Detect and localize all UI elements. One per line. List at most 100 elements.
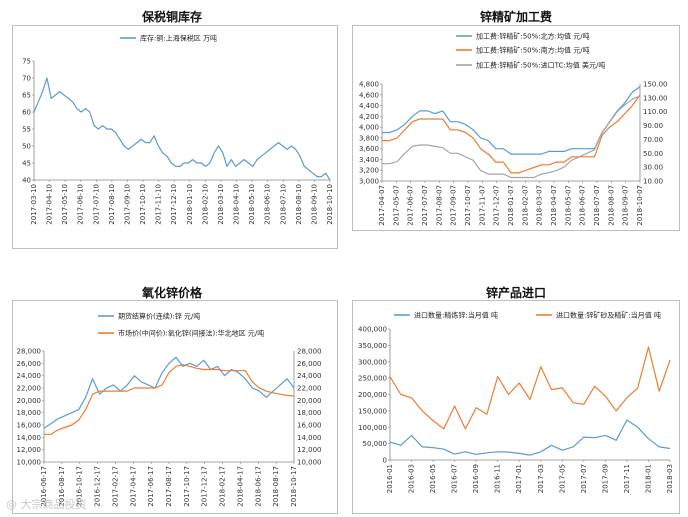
x-tick-label: 2016-05: [429, 464, 437, 493]
x-tick-label: 2018-06-10: [264, 184, 272, 225]
y-tick-label: 4,000: [359, 124, 379, 132]
x-tick-label: 2017-06-17: [147, 466, 155, 507]
x-tick-label: 2018-07-07: [593, 185, 601, 226]
x-tick-label: 2018-08-07: [607, 185, 615, 226]
y-tick-label: 3,200: [359, 167, 379, 175]
y-tick-label: 200,000: [358, 391, 387, 399]
x-tick-label: 2017-06-10: [77, 184, 85, 225]
x-tick-label: 2017-11-07: [478, 185, 486, 226]
chart-title: 氧化锌价格: [141, 286, 202, 300]
x-tick-label: 2018-04-17: [236, 466, 244, 507]
y2-tick-label: 70.00: [643, 136, 663, 144]
x-tick-label: 2018-06-17: [254, 466, 262, 507]
x-tick-label: 2017-11-10: [155, 184, 163, 225]
x-tick-label: 2016-10-17: [76, 466, 84, 507]
y2-tick-label: 110.00: [643, 108, 668, 116]
x-tick-label: 2017-03: [537, 464, 545, 493]
x-tick-label: 2018-10-17: [290, 466, 298, 507]
x-tick-label: 2017-07-10: [92, 184, 100, 225]
x-tick-label: 2017-02-17: [111, 466, 119, 507]
x-tick-label: 2018-05-10: [248, 184, 256, 225]
chart-zinc-oxide: 氧化锌价格 10,000 12,000 14,000 16,000 18,000 20,0…: [0, 258, 344, 517]
chart-title: 保税铜库存: [141, 10, 202, 24]
x-tick-label: 2017-10-07: [464, 185, 472, 226]
legend-label: 加工费:锌精矿:50%:北方:均值 元/吨: [476, 32, 590, 41]
chart-svg: 40 45 50 55 60 65 70 75 2017-03-10 2017-04-10 2017…: [22, 34, 334, 225]
y-tick-label: 18,000: [17, 409, 42, 417]
y2-tick-label: 10.00: [643, 178, 663, 186]
series-line-2: [382, 95, 641, 179]
y-tick-label: 400,000: [358, 326, 387, 334]
y2-tick-label: 90.00: [643, 122, 663, 130]
chart-title: 锌产品进口: [485, 286, 546, 300]
y-tick-label: 250,000: [358, 375, 387, 383]
y-tick-label: 70: [22, 75, 31, 83]
y-tick-label: 350,000: [358, 342, 387, 350]
x-tick-label: 2018-01-07: [507, 185, 515, 226]
chart-svg: 3,000 3,200 3,400 3,600 3,800 4,000 4,200 4,400…: [359, 32, 668, 226]
x-tick-label: 2017-01: [515, 464, 523, 493]
x-tick-label: 2018-08-10: [295, 184, 303, 225]
series-line-0: [389, 419, 671, 456]
x-tick-label: 2016-08-17: [58, 466, 66, 507]
x-tick-label: 2018-01: [644, 464, 652, 493]
y2-tick-label: 14,000: [297, 434, 322, 442]
y-tick-label: 20,000: [17, 397, 42, 405]
x-tick-label: 2018-06-07: [579, 185, 587, 226]
chart-svg: 0 50,000 100,000 150,000 200,000 250,000 300,0…: [358, 311, 674, 494]
y-tick-label: 3,800: [359, 134, 379, 142]
x-tick-label: 2018-03: [666, 464, 674, 493]
chart-frame: [352, 300, 680, 514]
chart-frame: [12, 25, 338, 249]
x-tick-label: 2018-09-10: [310, 184, 318, 225]
y2-tick-label: 18,000: [297, 409, 322, 417]
y-tick-label: 100,000: [358, 424, 387, 432]
x-tick-label: 2017-04-17: [129, 466, 137, 507]
y-tick-label: 45: [22, 160, 31, 168]
x-tick-label: 2018-02-07: [521, 185, 529, 226]
y-tick-label: 150,000: [358, 407, 387, 415]
x-tick-label: 2017-07-07: [421, 185, 429, 226]
y-tick-label: 24,000: [17, 372, 42, 380]
chart-zinc-tc: 锌精矿加工费 3,000 3,200 3,400 3,600 3,800 4,000 4,2…: [344, 0, 688, 258]
series-line-1: [382, 94, 641, 174]
x-tick-label: 2018-10-10: [326, 184, 334, 225]
x-tick-label: 2018-07-10: [279, 184, 287, 225]
y2-tick-label: 24,000: [297, 372, 322, 380]
x-tick-label: 2017-04-07: [378, 185, 386, 226]
x-tick-label: 2018-04-10: [233, 184, 241, 225]
chart-svg: 10,000 12,000 14,000 16,000 18,000 20,000 22,0…: [17, 312, 322, 507]
y-tick-label: 16,000: [17, 422, 42, 430]
y2-tick-label: 150.00: [643, 81, 668, 89]
legend-label: 市场价(中间价):氧化锌(间接法):华北地区 元/吨: [118, 329, 264, 338]
y-tick-label: 65: [22, 92, 31, 100]
y-tick-label: 3,000: [359, 178, 379, 186]
x-tick-label: 2017-12-10: [170, 184, 178, 225]
y-tick-label: 28,000: [17, 348, 42, 356]
legend-label: 加工费:锌精矿:50%:进口TC:均值 美元/吨: [476, 61, 605, 70]
x-tick-label: 2017-04-10: [46, 184, 54, 225]
y2-tick-label: 30.00: [643, 164, 663, 172]
x-tick-label: 2016-03: [408, 464, 416, 493]
y-tick-label: 50: [22, 143, 31, 151]
x-tick-label: 2017-07: [580, 464, 588, 493]
series-line-1: [44, 363, 295, 435]
y-tick-label: 4,200: [359, 113, 379, 121]
x-tick-label: 2017-12-07: [493, 185, 501, 226]
chart-copper-inventory: 保税铜库存 40 45 50 55 60 65 70 75 2017-03-10 2017-04-…: [0, 0, 344, 258]
y-tick-label: 75: [22, 58, 31, 66]
y-tick-label: 50,000: [363, 440, 388, 448]
x-tick-label: 2017-08-10: [108, 184, 116, 225]
x-tick-label: 2017-05-10: [61, 184, 69, 225]
y-tick-label: 22,000: [17, 385, 42, 393]
x-tick-label: 2018-09-07: [622, 185, 630, 226]
y-tick-label: 10,000: [17, 459, 42, 467]
x-tick-label: 2016-01: [386, 464, 394, 493]
x-tick-label: 2017-05-07: [392, 185, 400, 226]
series-line-0: [382, 86, 641, 155]
y2-tick-label: 22,000: [297, 385, 322, 393]
y2-tick-label: 130.00: [643, 94, 668, 102]
x-tick-label: 2017-06-07: [407, 185, 415, 226]
x-tick-label: 2017-09-07: [450, 185, 458, 226]
y-tick-label: 14,000: [17, 434, 42, 442]
